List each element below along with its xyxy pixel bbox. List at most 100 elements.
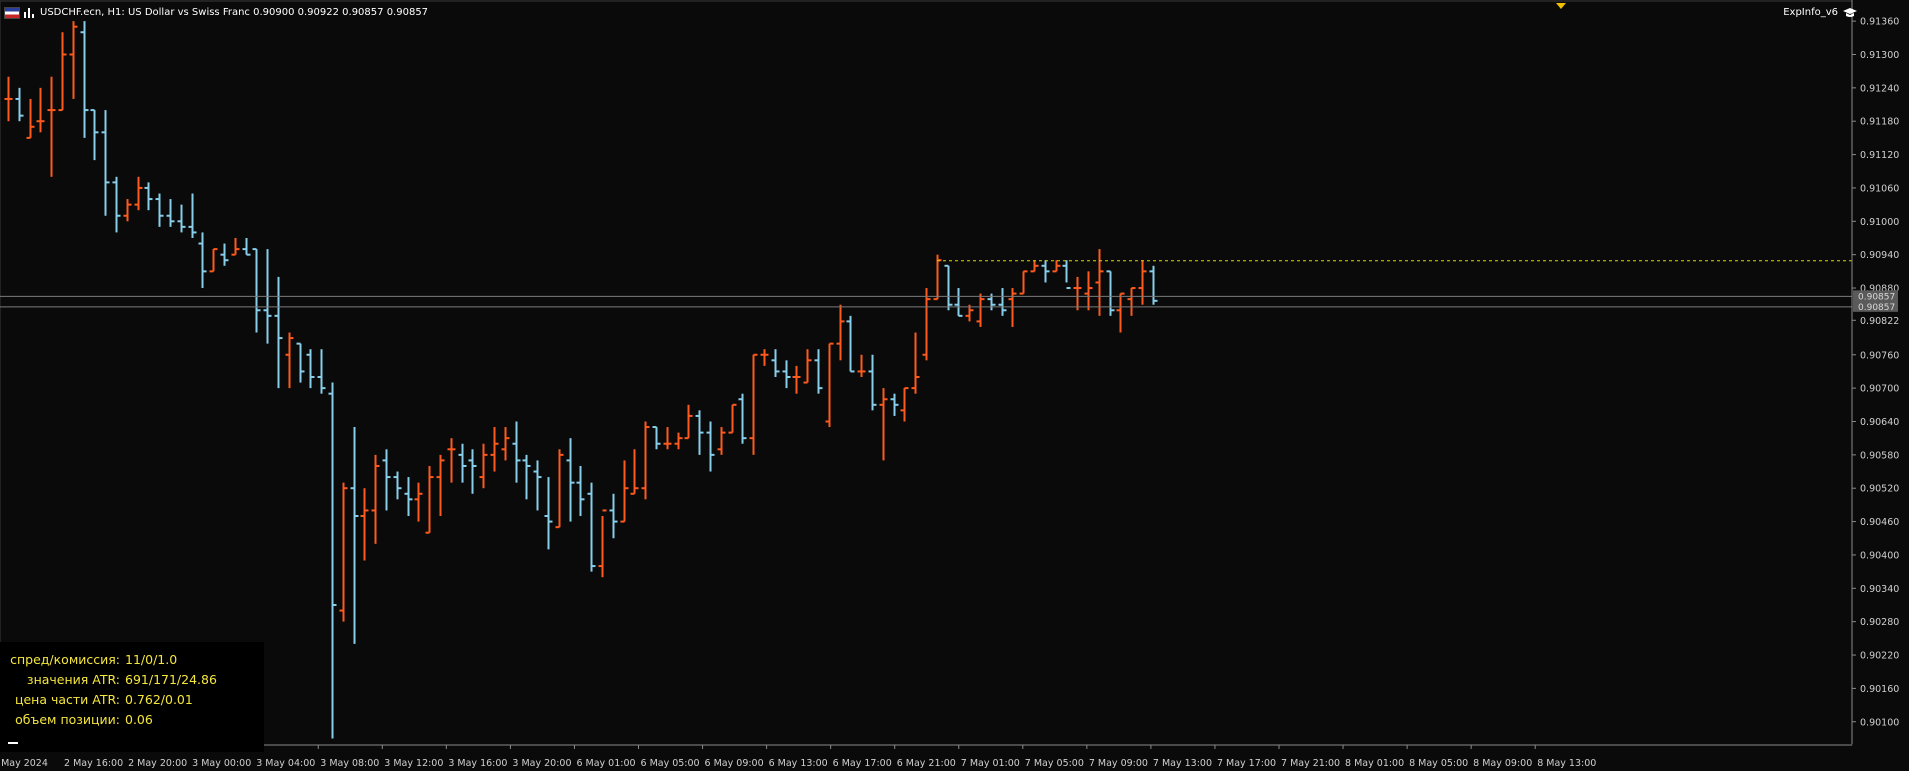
info-value: 691/171/24.86 bbox=[125, 672, 217, 687]
ohlc-bar bbox=[706, 421, 715, 472]
ohlc-bar bbox=[26, 98, 35, 139]
ohlc-bar bbox=[814, 349, 823, 394]
price-tick-label: 0.90100 bbox=[1860, 717, 1899, 728]
ohlc-bar bbox=[630, 449, 639, 495]
shift-marker-icon[interactable] bbox=[1556, 3, 1566, 9]
ohlc-bar bbox=[123, 199, 132, 222]
time-tick-label: 3 May 12:00 bbox=[384, 758, 443, 769]
info-panel: спред/комиссия: 11/0/1.0 значения ATR: 6… bbox=[0, 642, 264, 752]
ohlc-bar bbox=[836, 304, 845, 361]
expert-advisor-label[interactable]: ExpInfo_v6 bbox=[1783, 6, 1857, 20]
ohlc-bar bbox=[101, 110, 110, 216]
ohlc-bar bbox=[414, 482, 423, 522]
price-tick-label: 0.90460 bbox=[1860, 517, 1899, 528]
time-tick-label: 2 May 20:00 bbox=[128, 758, 187, 769]
price-tick-label: 0.90880 bbox=[1860, 284, 1899, 295]
ohlc-bar bbox=[684, 404, 693, 440]
ohlc-bar bbox=[1095, 249, 1104, 316]
ohlc-bar bbox=[922, 288, 931, 361]
ohlc-bar bbox=[587, 482, 596, 572]
price-axis-layer: 0.91360 0.91300 0.91240 0.91180 0.91120 0.910… bbox=[1851, 0, 1899, 744]
info-value: 11/0/1.0 bbox=[125, 652, 178, 667]
price-tick-label: 0.90640 bbox=[1860, 417, 1899, 428]
price-tick-label: 0.90700 bbox=[1860, 384, 1899, 395]
ohlc-bar bbox=[1084, 271, 1093, 311]
price-tick-label: 0.90580 bbox=[1860, 450, 1899, 461]
ohlc-bar bbox=[728, 403, 737, 434]
time-tick-label: 6 May 17:00 bbox=[833, 758, 892, 769]
time-tick-label: 7 May 01:00 bbox=[961, 758, 1020, 769]
minimize-dash[interactable] bbox=[8, 742, 18, 744]
ohlc-bar bbox=[566, 438, 575, 522]
time-tick-label: 2 May 2024 bbox=[0, 758, 48, 769]
ohlc-bar bbox=[134, 176, 143, 211]
bar-chart-icon[interactable] bbox=[24, 8, 36, 18]
time-tick-label: 3 May 16:00 bbox=[448, 758, 507, 769]
time-tick-label: 8 May 05:00 bbox=[1409, 758, 1468, 769]
ohlc-bar bbox=[846, 315, 855, 373]
flag-icon bbox=[4, 7, 20, 19]
ohlc-bar bbox=[296, 342, 305, 383]
ohlc-bar bbox=[933, 254, 942, 301]
symbol-info-text: USDCHF.ecn, H1: US Dollar vs Swiss Franc… bbox=[40, 7, 429, 18]
info-label: цена части ATR: bbox=[14, 692, 120, 707]
ohlc-bar bbox=[782, 360, 791, 389]
ohlc-bar bbox=[965, 304, 974, 322]
svg-text:0.90857: 0.90857 bbox=[1858, 292, 1895, 302]
time-tick-label: 8 May 13:00 bbox=[1537, 758, 1596, 769]
ohlc-bar bbox=[1106, 270, 1115, 316]
ohlc-bar bbox=[4, 76, 13, 122]
ohlc-bar bbox=[69, 21, 78, 99]
ohlc-bar bbox=[1073, 276, 1082, 311]
time-tick-label: 7 May 13:00 bbox=[1153, 758, 1212, 769]
info-value: 0.06 bbox=[125, 712, 153, 727]
ohlc-bar bbox=[242, 237, 251, 256]
ohlc-bar bbox=[674, 432, 683, 450]
ohlc-bar bbox=[80, 21, 89, 138]
ohlc-bar bbox=[976, 293, 985, 327]
time-tick-label: 3 May 08:00 bbox=[320, 758, 379, 769]
ohlc-bar bbox=[1041, 260, 1050, 283]
ohlc-bar bbox=[717, 427, 726, 455]
ohlc-bars-layer bbox=[4, 21, 1158, 739]
time-tick-label: 6 May 01:00 bbox=[576, 758, 635, 769]
ohlc-bar bbox=[209, 248, 218, 273]
time-tick-label: 7 May 17:00 bbox=[1217, 758, 1276, 769]
ohlc-bar bbox=[792, 365, 801, 394]
ohlc-bar bbox=[544, 477, 553, 550]
ohlc-bar bbox=[944, 264, 953, 311]
ohlc-bar bbox=[803, 349, 812, 384]
ohlc-bar bbox=[954, 288, 963, 317]
ohlc-bar bbox=[598, 509, 607, 578]
graduation-cap-icon bbox=[1843, 8, 1857, 17]
ohlc-bar bbox=[522, 454, 531, 500]
ohlc-bar bbox=[393, 471, 402, 500]
ohlc-bar bbox=[382, 449, 391, 511]
time-tick-label: 3 May 04:00 bbox=[256, 758, 315, 769]
ohlc-bar bbox=[112, 176, 121, 233]
ohlc-bar bbox=[231, 237, 240, 256]
ohlc-bar bbox=[90, 109, 99, 161]
ohlc-bar bbox=[1030, 260, 1039, 273]
time-tick-label: 3 May 00:00 bbox=[192, 758, 251, 769]
ohlc-bar bbox=[738, 393, 747, 444]
time-tick-label: 7 May 21:00 bbox=[1281, 758, 1340, 769]
current-price-label: 0.90857 bbox=[1853, 300, 1898, 313]
ohlc-bar bbox=[620, 460, 629, 523]
ohlc-bar bbox=[576, 465, 585, 517]
ohlc-bar bbox=[188, 193, 197, 238]
price-tick-label: 0.90822 bbox=[1860, 316, 1899, 327]
time-axis-layer: 2 May 2024 2 May 16:00 2 May 20:00 3 May 00… bbox=[0, 744, 1852, 769]
ohlc-bar bbox=[663, 427, 672, 450]
ohlc-bar bbox=[695, 410, 704, 455]
ohlc-bar bbox=[166, 199, 175, 227]
ohlc-bar bbox=[404, 477, 413, 517]
time-tick-label: 6 May 21:00 bbox=[897, 758, 956, 769]
chart-title-bar: USDCHF.ecn, H1: US Dollar vs Swiss Franc… bbox=[4, 6, 428, 20]
time-tick-label: 2 May 16:00 bbox=[64, 758, 123, 769]
ohlc-bar bbox=[749, 353, 758, 455]
price-tick-label: 0.90220 bbox=[1860, 651, 1899, 662]
price-tick-label: 0.91000 bbox=[1860, 217, 1899, 228]
ohlc-bar bbox=[890, 393, 899, 416]
